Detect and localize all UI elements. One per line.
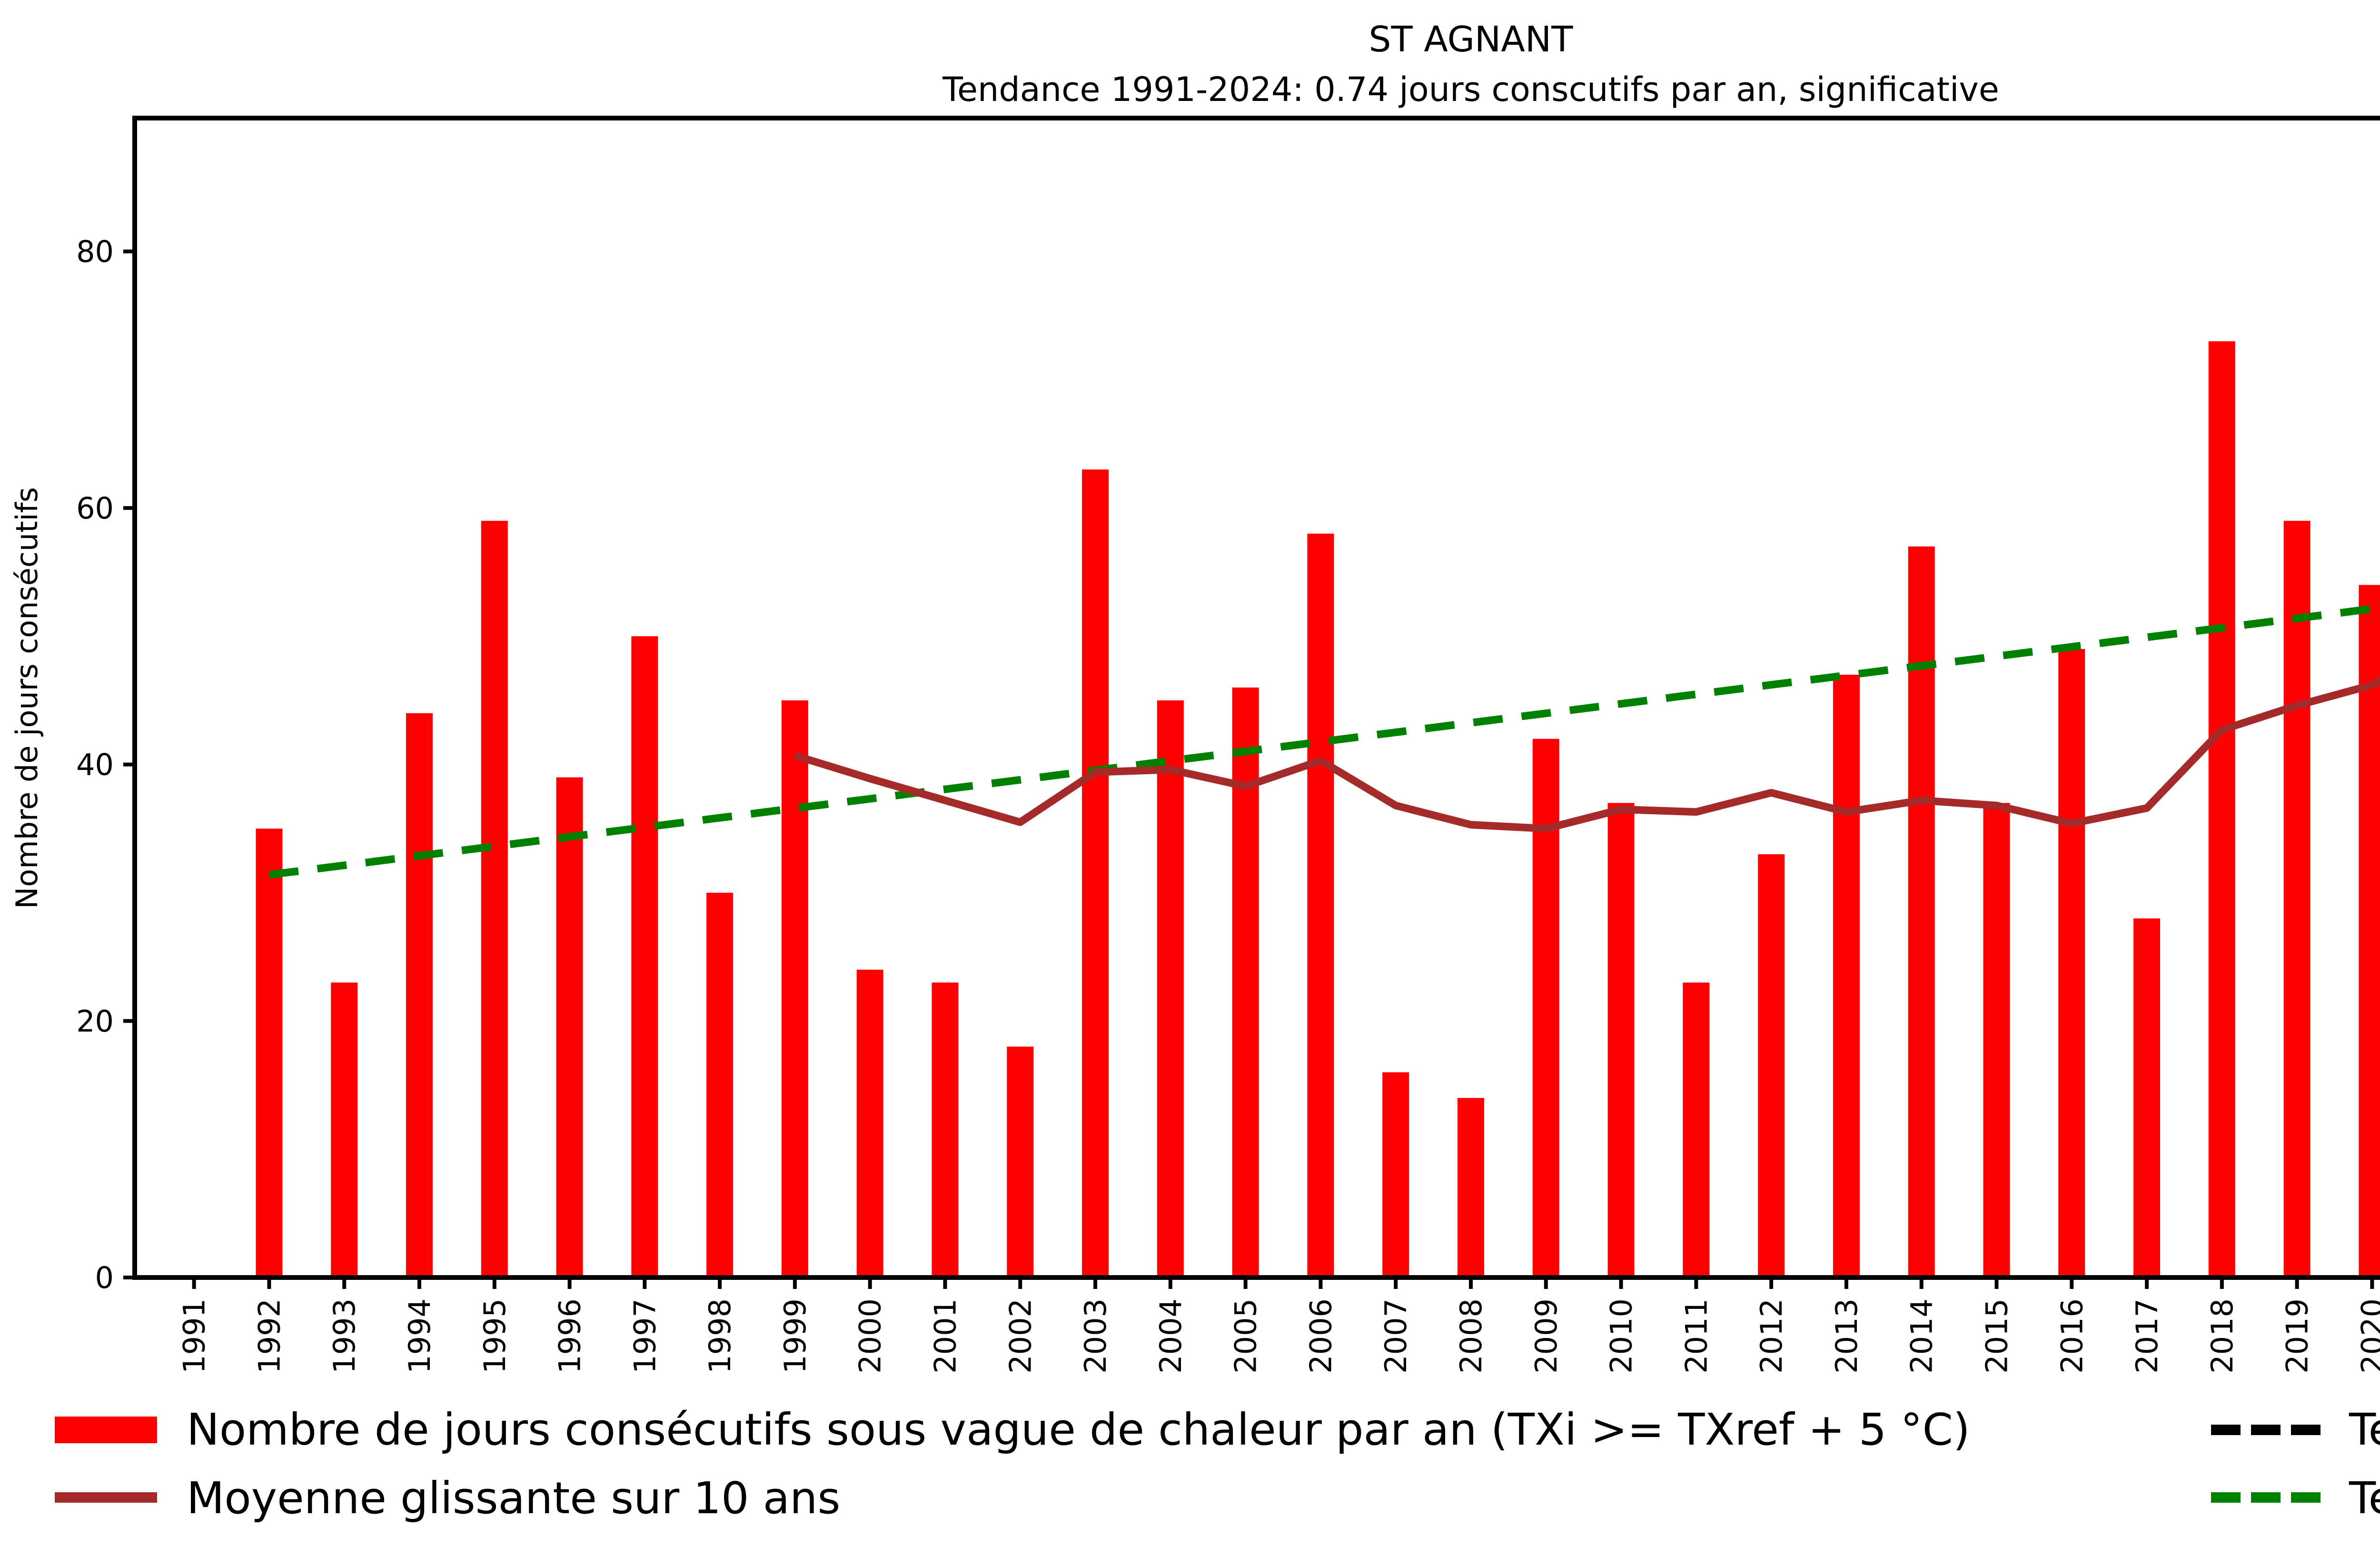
x-tick-label-2000: 2000 bbox=[853, 1298, 888, 1374]
chart-title: ST AGNANT bbox=[1369, 19, 1574, 60]
x-tick-label-2016: 2016 bbox=[2054, 1298, 2089, 1374]
bar-2000 bbox=[856, 969, 883, 1278]
x-tick-label-1999: 1999 bbox=[778, 1298, 813, 1374]
bar-2001 bbox=[932, 982, 959, 1278]
x-tick-label-1992: 1992 bbox=[252, 1298, 287, 1374]
legend-label-trend-1991-2024: Tendance 1991-2024 bbox=[2349, 1473, 2380, 1524]
legend-swatch-rolling-mean bbox=[55, 1492, 157, 1503]
x-tick-label-2003: 2003 bbox=[1078, 1298, 1113, 1374]
x-tick-label-2001: 2001 bbox=[928, 1298, 963, 1374]
x-tick-label-1997: 1997 bbox=[627, 1298, 662, 1374]
y-tick-label-20: 20 bbox=[76, 1004, 114, 1038]
y-axis-label: Nombre de jours consécutifs bbox=[10, 487, 44, 909]
legend-swatch-trend-1991-2024 bbox=[2211, 1492, 2320, 1503]
y-tick-label-40: 40 bbox=[76, 748, 114, 782]
x-tick-label-2008: 2008 bbox=[1454, 1298, 1488, 1374]
x-tick-label-2007: 2007 bbox=[1378, 1298, 1413, 1374]
y-tick-label-60: 60 bbox=[76, 491, 114, 526]
bar-2018 bbox=[2208, 341, 2235, 1278]
bar-2020 bbox=[2359, 585, 2380, 1278]
bar-2007 bbox=[1382, 1072, 1409, 1278]
bar-2002 bbox=[1007, 1047, 1034, 1278]
x-tick-label-2018: 2018 bbox=[2205, 1298, 2240, 1374]
bar-2008 bbox=[1458, 1098, 1484, 1278]
bar-2013 bbox=[1833, 675, 1860, 1278]
x-tick-label-2006: 2006 bbox=[1303, 1298, 1338, 1374]
plot-area: 0 20 40 60 80 1991 1992 1993 1994 1995 1996 1997 199… bbox=[76, 116, 2380, 1374]
bar-2014 bbox=[1908, 546, 1935, 1278]
x-tick-label-2019: 2019 bbox=[2280, 1298, 2315, 1374]
x-tick-label-2002: 2002 bbox=[1003, 1298, 1038, 1374]
legend: Nombre de jours consécutifs sous vague d… bbox=[55, 1404, 2380, 1524]
legend-label-rolling-mean: Moyenne glissante sur 10 ans bbox=[187, 1473, 840, 1524]
x-tick-label-2004: 2004 bbox=[1153, 1298, 1188, 1374]
x-tick-label-1994: 1994 bbox=[402, 1298, 437, 1374]
x-tick-label-2015: 2015 bbox=[1979, 1298, 2014, 1374]
rolling-mean-line bbox=[793, 676, 2380, 833]
x-tick-label-2014: 2014 bbox=[1904, 1298, 1939, 1374]
x-tick-label-1993: 1993 bbox=[327, 1298, 362, 1374]
x-tick-label-2005: 2005 bbox=[1229, 1298, 1263, 1374]
legend-label-bars: Nombre de jours consécutifs sous vague d… bbox=[187, 1404, 1970, 1455]
trend-line-1991-2024 bbox=[268, 604, 2380, 879]
bar-1996 bbox=[556, 777, 583, 1278]
x-tick-label-2009: 2009 bbox=[1529, 1298, 1564, 1374]
bar-1992 bbox=[256, 828, 283, 1278]
bar-2010 bbox=[1607, 803, 1635, 1278]
bar-2015 bbox=[1983, 803, 2010, 1278]
bar-2011 bbox=[1683, 982, 1710, 1278]
bar-2005 bbox=[1232, 687, 1259, 1278]
bar-1995 bbox=[481, 520, 508, 1278]
x-tick-label-2010: 2010 bbox=[1604, 1298, 1639, 1374]
bar-1999 bbox=[781, 700, 808, 1278]
bar-1994 bbox=[406, 713, 433, 1278]
bar-1997 bbox=[631, 636, 658, 1278]
x-tick-label-1991: 1991 bbox=[177, 1298, 212, 1374]
bar-2004 bbox=[1157, 700, 1184, 1278]
x-tick-label-2020: 2020 bbox=[2355, 1298, 2380, 1374]
bar-2009 bbox=[1532, 739, 1559, 1278]
x-tick-label-2011: 2011 bbox=[1679, 1298, 1714, 1374]
chart-subtitle: Tendance 1991-2024: 0.74 jours conscutif… bbox=[942, 70, 1999, 109]
bar-2006 bbox=[1307, 533, 1334, 1278]
bar-2017 bbox=[2133, 918, 2161, 1278]
bar-1998 bbox=[706, 892, 734, 1278]
x-tick-label-1996: 1996 bbox=[553, 1298, 587, 1374]
bar-2003 bbox=[1082, 469, 1109, 1278]
legend-label-general-trend: Tendance générale bbox=[2349, 1404, 2380, 1455]
x-tick-label-1998: 1998 bbox=[703, 1298, 737, 1374]
x-tick-label-2017: 2017 bbox=[2130, 1298, 2164, 1374]
bar-2016 bbox=[2058, 649, 2085, 1278]
bar-2012 bbox=[1758, 854, 1785, 1278]
bar-1993 bbox=[331, 982, 358, 1278]
legend-swatch-bars bbox=[55, 1417, 157, 1443]
x-tick-label-2012: 2012 bbox=[1754, 1298, 1789, 1374]
x-tick-label-2013: 2013 bbox=[1829, 1298, 1864, 1374]
legend-swatch-general-trend bbox=[2211, 1425, 2320, 1435]
y-tick-label-0: 0 bbox=[95, 1260, 114, 1295]
x-tick-label-1995: 1995 bbox=[477, 1298, 512, 1374]
y-tick-label-80: 80 bbox=[76, 234, 114, 269]
bar-2019 bbox=[2283, 520, 2311, 1278]
